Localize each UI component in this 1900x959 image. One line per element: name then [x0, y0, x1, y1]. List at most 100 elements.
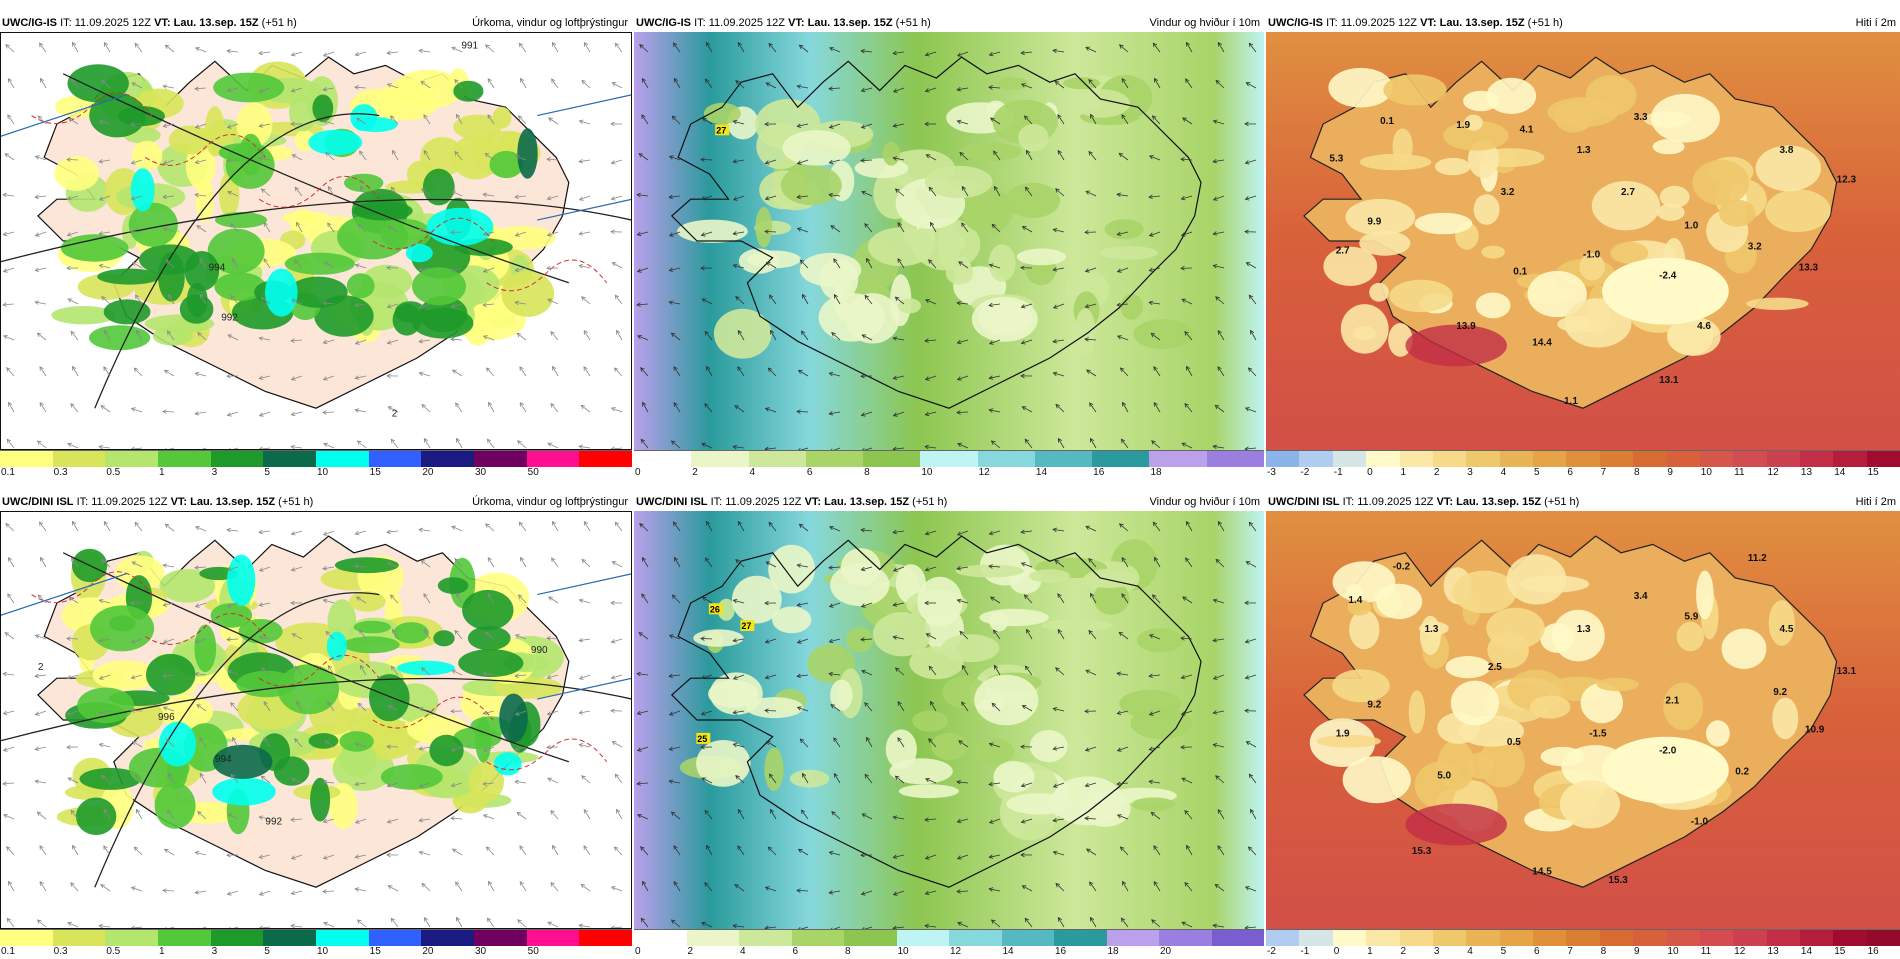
colorbar-swatch [1400, 451, 1433, 467]
temperature-value: 9.9 [1367, 216, 1381, 227]
temperature-value: 5.0 [1437, 771, 1451, 782]
colorbar-tick-label: 14 [1834, 467, 1845, 478]
colorbar-swatch [421, 451, 474, 467]
colorbar-swatch [211, 451, 264, 467]
panel-header: UWC/DINI ISL IT: 11.09.2025 12Z VT: Lau.… [1266, 493, 1900, 511]
colorbar-tick-label: 7 [1567, 946, 1573, 957]
temperature-value: -0.2 [1393, 562, 1411, 573]
colorbar [634, 450, 1264, 467]
colorbar-swatch [369, 930, 422, 946]
colorbar-swatch [1466, 451, 1499, 467]
colorbar-tick-label: 3 [212, 467, 218, 478]
colorbar-tick-label: 4 [1501, 467, 1507, 478]
colorbar-tick-label: 11 [1701, 946, 1711, 957]
temp-panel: UWC/DINI ISL IT: 11.09.2025 12Z VT: Lau.… [1266, 493, 1900, 959]
colorbar-swatch [1500, 930, 1533, 946]
colorbar-tick-label: 12 [1734, 946, 1745, 957]
colorbar-swatch [1833, 930, 1866, 946]
colorbar-tick-label: 0.5 [106, 946, 120, 957]
colorbar-tick-label: 14 [1003, 946, 1014, 957]
colorbar-tick-label: 14 [1801, 946, 1812, 957]
temperature-value: 9.2 [1367, 700, 1381, 711]
colorbar-swatch [1767, 930, 1800, 946]
colorbar-tick-label: 2 [688, 946, 694, 957]
colorbar-swatch [527, 451, 580, 467]
temperature-value: 13.9 [1456, 321, 1476, 332]
colorbar-tick-label: 5 [264, 467, 270, 478]
colorbar-tick-label: 10 [1701, 467, 1712, 478]
gust-max-label: 27 [716, 125, 726, 135]
colorbar-tick-label: 4 [1467, 946, 1473, 957]
colorbar-swatch [0, 930, 53, 946]
temperature-value: 4.5 [1780, 624, 1794, 635]
wind-map: 27 [634, 32, 1264, 450]
panel-title: Vindur og hviður í 10m [1150, 493, 1260, 511]
temperature-value: 0.2 [1735, 766, 1749, 777]
colorbar-tick-label: 6 [1567, 467, 1573, 478]
colorbar-swatch [1600, 451, 1633, 467]
temperature-value: 1.0 [1684, 221, 1698, 232]
colorbar-swatch [1566, 451, 1599, 467]
temperature-value: -1.0 [1583, 250, 1601, 261]
temperature-value: 1.4 [1348, 595, 1362, 606]
colorbar-swatch [897, 930, 950, 946]
colorbar-tick-label: 16 [1093, 467, 1104, 478]
colorbar-swatch [158, 451, 211, 467]
colorbar-tick-label: 2 [1400, 946, 1406, 957]
colorbar-swatch [158, 930, 211, 946]
colorbar-swatch [263, 451, 316, 467]
colorbar-tick-label: 50 [528, 946, 539, 957]
temperature-value: 1.3 [1577, 624, 1591, 635]
colorbar-tick-label: 0 [1334, 946, 1340, 957]
temperature-value: 3.2 [1501, 187, 1515, 198]
colorbar-tick-label: 16 [1055, 946, 1066, 957]
panel-header: UWC/IG-IS IT: 11.09.2025 12Z VT: Lau. 13… [0, 14, 632, 32]
colorbar-swatch [1800, 451, 1833, 467]
colorbar-swatch [1159, 930, 1212, 946]
isobar-label: 996 [158, 712, 175, 723]
colorbar-swatch [863, 451, 920, 467]
colorbar-swatch [920, 451, 977, 467]
colorbar-tick-label: -1 [1334, 467, 1343, 478]
colorbar-tick-label: 9 [1667, 467, 1673, 478]
panel-header: UWC/IG-IS IT: 11.09.2025 12Z VT: Lau. 13… [634, 14, 1264, 32]
temperature-value: 3.4 [1634, 591, 1648, 602]
colorbar-swatch [1149, 451, 1206, 467]
colorbar-tick-label: -3 [1267, 467, 1276, 478]
temperature-value: 4.1 [1520, 124, 1534, 135]
temperature-value: 0.1 [1380, 116, 1394, 127]
colorbar-tick-label: 10 [1667, 946, 1678, 957]
colorbar-swatch [1566, 930, 1599, 946]
colorbar-swatch [474, 451, 527, 467]
colorbar-swatch [1299, 451, 1332, 467]
colorbar-swatch [792, 930, 845, 946]
gust-max-label: 25 [697, 734, 707, 744]
isobar-label: 2 [392, 409, 398, 420]
panel-title: Hiti í 2m [1856, 14, 1896, 32]
temperature-value: 2.1 [1665, 695, 1679, 706]
colorbar-swatch [579, 451, 632, 467]
colorbar-tick-label: 6 [793, 946, 799, 957]
colorbar-swatch [1433, 930, 1466, 946]
colorbar-swatch [1867, 451, 1900, 467]
colorbar-swatch [211, 930, 264, 946]
colorbar-swatch [1600, 930, 1633, 946]
colorbar-swatch [739, 930, 792, 946]
colorbar-tick-label: 3 [1467, 467, 1473, 478]
run-info: UWC/IG-IS IT: 11.09.2025 12Z VT: Lau. 13… [1268, 14, 1563, 32]
colorbar-tick-label: 10 [317, 467, 328, 478]
colorbar [0, 929, 632, 946]
colorbar-swatch [1092, 451, 1149, 467]
temperature-value: 1.3 [1425, 624, 1439, 635]
colorbar-swatch [0, 451, 53, 467]
run-info: UWC/IG-IS IT: 11.09.2025 12Z VT: Lau. 13… [636, 14, 931, 32]
colorbar-tick-label: 6 [1534, 946, 1540, 957]
temperature-value: 15.3 [1412, 846, 1432, 857]
temperature-value: 14.5 [1532, 867, 1552, 878]
colorbar-swatch [53, 451, 106, 467]
temperature-value: 12.3 [1837, 175, 1857, 186]
colorbar [634, 929, 1264, 946]
colorbar-tick-label: -2 [1300, 467, 1309, 478]
colorbar-swatch [1867, 930, 1900, 946]
colorbar-tick-label: 0.5 [106, 467, 120, 478]
